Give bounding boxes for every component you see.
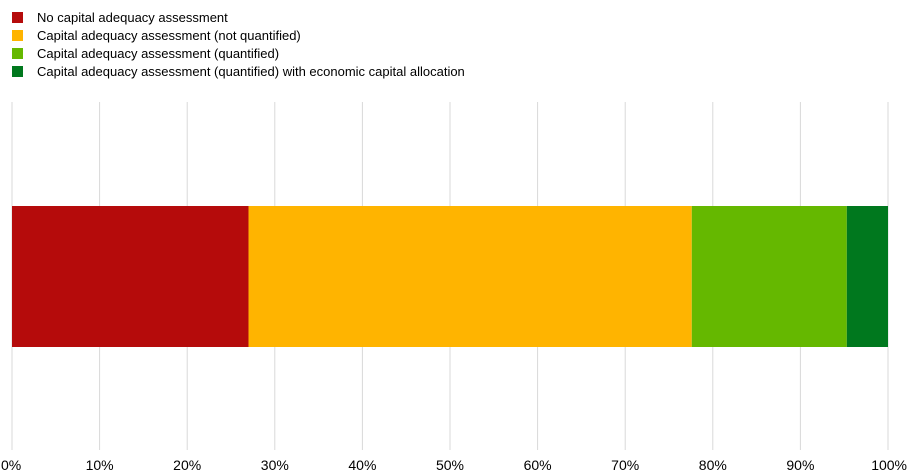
legend-item-no-assessment: No capital adequacy assessment bbox=[12, 8, 465, 26]
x-tick-label: 50% bbox=[436, 457, 464, 473]
x-tick-label: 70% bbox=[611, 457, 639, 473]
legend-label: Capital adequacy assessment (quantified) bbox=[37, 45, 280, 61]
x-tick-label: 90% bbox=[786, 457, 814, 473]
legend-item-not-quantified: Capital adequacy assessment (not quantif… bbox=[12, 26, 465, 44]
x-axis-tick-labels: 0% 10% 20% 30% 40% 50% 60% 70% 80% 90% 100% bbox=[1, 457, 907, 473]
x-tick-label: 10% bbox=[86, 457, 114, 473]
legend-label: Capital adequacy assessment (quantified)… bbox=[37, 63, 465, 79]
legend-swatch bbox=[12, 65, 23, 77]
legend-label: No capital adequacy assessment bbox=[37, 9, 228, 25]
legend-swatch bbox=[12, 11, 23, 23]
x-tick-label: 30% bbox=[261, 457, 289, 473]
legend-item-quantified: Capital adequacy assessment (quantified) bbox=[12, 44, 465, 62]
legend-swatch bbox=[12, 47, 23, 59]
x-tick-label: 40% bbox=[348, 457, 376, 473]
x-tick-label: 80% bbox=[699, 457, 727, 473]
x-tick-label: 100% bbox=[871, 457, 907, 473]
x-tick-label: 20% bbox=[173, 457, 201, 473]
bar-segment bbox=[846, 206, 888, 347]
legend-swatch bbox=[12, 29, 23, 41]
x-tick-label: 0% bbox=[1, 457, 21, 473]
bar-segments bbox=[12, 206, 888, 347]
bar-segment bbox=[691, 206, 847, 347]
legend-item-economic-capital: Capital adequacy assessment (quantified)… bbox=[12, 62, 465, 80]
bar-segment bbox=[248, 206, 692, 347]
legend-label: Capital adequacy assessment (not quantif… bbox=[37, 27, 301, 43]
bar-segment bbox=[12, 206, 249, 347]
chart-legend: No capital adequacy assessment Capital a… bbox=[12, 8, 465, 80]
x-tick-label: 60% bbox=[524, 457, 552, 473]
